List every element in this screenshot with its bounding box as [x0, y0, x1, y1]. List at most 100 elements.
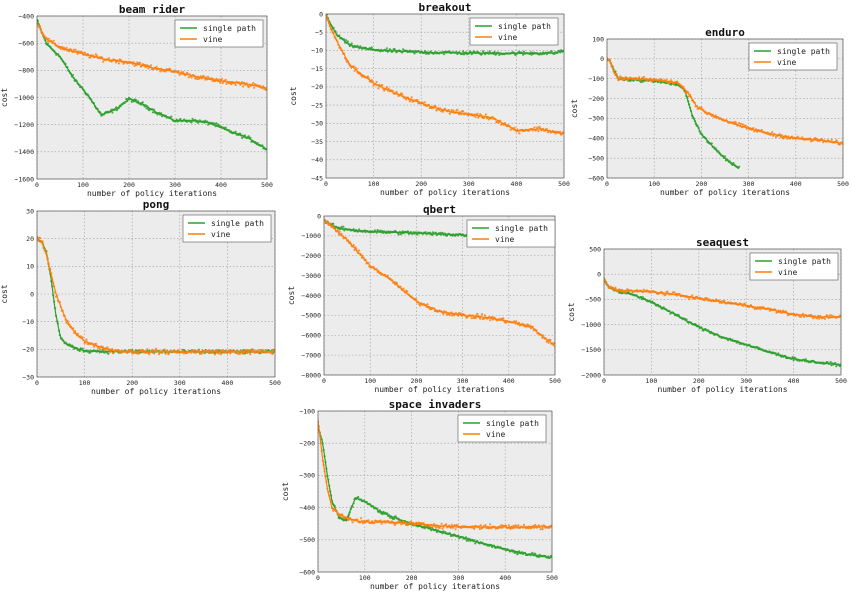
- y-tick-label: 500: [589, 245, 601, 253]
- data-point: [474, 115, 477, 119]
- data-point: [179, 117, 182, 121]
- data-point: [196, 77, 199, 81]
- data-point: [234, 83, 237, 87]
- data-point: [242, 352, 245, 355]
- data-point: [700, 106, 703, 109]
- y-tick-label: −400: [18, 12, 34, 20]
- data-point: [151, 111, 154, 114]
- legend-label-vine: vine: [211, 230, 230, 239]
- data-point: [98, 348, 101, 351]
- x-tick-label: 200: [696, 180, 708, 188]
- y-tick-label: −45: [311, 174, 323, 182]
- y-tick-label: −1600: [14, 175, 34, 183]
- data-point: [515, 320, 518, 323]
- y-tick-label: −2000: [301, 252, 321, 260]
- series-line-vine: [326, 14, 564, 135]
- data-point: [488, 50, 491, 53]
- data-point: [249, 353, 252, 356]
- legend-box: [182, 214, 272, 243]
- y-tick-label: −20: [311, 83, 323, 91]
- data-point: [234, 130, 237, 133]
- data-point: [739, 122, 743, 126]
- chart-pong: 0 100 200 300 400 5003020100−10−20−30pongnumb…: [0, 198, 281, 396]
- data-point: [83, 51, 86, 54]
- data-point: [242, 85, 245, 88]
- data-point: [530, 53, 533, 56]
- data-point: [358, 249, 361, 252]
- data-point: [219, 81, 222, 84]
- data-point: [148, 353, 151, 356]
- data-point: [440, 522, 443, 525]
- data-point: [445, 523, 448, 526]
- data-point: [620, 76, 623, 79]
- x-tick-label: 300: [743, 180, 755, 188]
- data-point: [537, 555, 541, 559]
- legend-label-single-path: single path: [211, 219, 264, 228]
- data-point: [434, 105, 437, 108]
- data-point: [199, 75, 202, 78]
- data-point: [239, 132, 242, 135]
- data-point: [241, 136, 244, 140]
- y-tick-label: 100: [592, 35, 604, 43]
- y-tick-label: 0: [597, 271, 601, 279]
- data-point: [229, 352, 232, 355]
- data-point: [441, 532, 444, 535]
- data-point: [554, 132, 557, 135]
- data-point: [416, 233, 419, 236]
- data-point: [429, 526, 432, 529]
- chart-title: qbert: [423, 203, 456, 216]
- y-tick-label: −600: [299, 568, 315, 576]
- data-point: [738, 121, 741, 125]
- data-point: [818, 317, 821, 320]
- data-point: [752, 127, 755, 130]
- y-tick-label: −30: [311, 120, 323, 128]
- legend-box: [466, 219, 556, 248]
- data-point: [829, 360, 832, 364]
- data-point: [448, 314, 451, 317]
- data-point: [190, 76, 193, 79]
- data-point: [639, 80, 643, 84]
- data-point: [236, 352, 239, 355]
- series-vine: [324, 219, 555, 348]
- y-tick-label: −800: [18, 67, 34, 75]
- y-tick-label: −4000: [301, 292, 321, 300]
- chart-space-invaders: 0 100 200 300 400 500 −100 −200 −300 −400 −500 −600…: [281, 398, 558, 591]
- x-tick-label: 0: [316, 574, 320, 582]
- y-tick-label: −1200: [14, 121, 34, 129]
- data-point: [101, 348, 104, 351]
- legend-label-vine: vine: [498, 33, 517, 42]
- data-point: [125, 98, 128, 101]
- y-tick-label: −1400: [14, 148, 34, 156]
- data-point: [392, 517, 395, 521]
- data-point: [379, 229, 382, 232]
- data-point: [835, 365, 838, 368]
- data-point: [252, 82, 255, 85]
- data-point: [191, 117, 194, 120]
- chart-title: pong: [143, 198, 170, 211]
- y-tick-label: −200: [299, 440, 315, 448]
- y-tick-label: 10: [26, 263, 34, 271]
- data-point: [816, 317, 819, 320]
- data-point: [271, 352, 274, 356]
- data-point: [216, 348, 219, 351]
- x-tick-label: 100: [368, 180, 380, 188]
- x-tick-label: 100: [646, 377, 658, 385]
- x-axis-label: number of policy iterations: [87, 189, 217, 198]
- data-point: [107, 352, 110, 355]
- data-point: [357, 495, 360, 499]
- y-axis-label: cost: [0, 88, 9, 107]
- data-point: [442, 312, 445, 315]
- x-tick-label: 200: [126, 379, 138, 387]
- data-point: [154, 347, 158, 350]
- y-tick-label: −1000: [301, 232, 321, 240]
- x-tick-label: 200: [123, 181, 135, 189]
- data-point: [518, 132, 521, 135]
- data-point: [224, 126, 227, 129]
- data-point: [522, 523, 526, 527]
- data-point: [801, 136, 804, 139]
- data-point: [723, 299, 726, 302]
- data-point: [225, 82, 228, 85]
- data-point: [664, 293, 667, 296]
- data-point: [147, 67, 150, 70]
- x-axis-label: number of policy iterations: [91, 387, 221, 396]
